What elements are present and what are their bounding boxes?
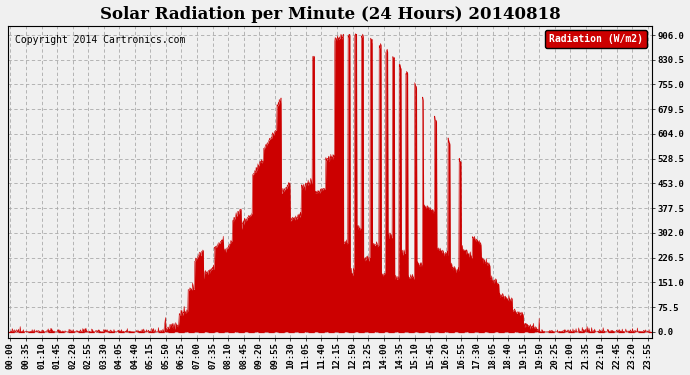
Text: Copyright 2014 Cartronics.com: Copyright 2014 Cartronics.com	[14, 35, 185, 45]
Title: Solar Radiation per Minute (24 Hours) 20140818: Solar Radiation per Minute (24 Hours) 20…	[100, 6, 560, 22]
Legend: Radiation (W/m2): Radiation (W/m2)	[545, 30, 647, 48]
